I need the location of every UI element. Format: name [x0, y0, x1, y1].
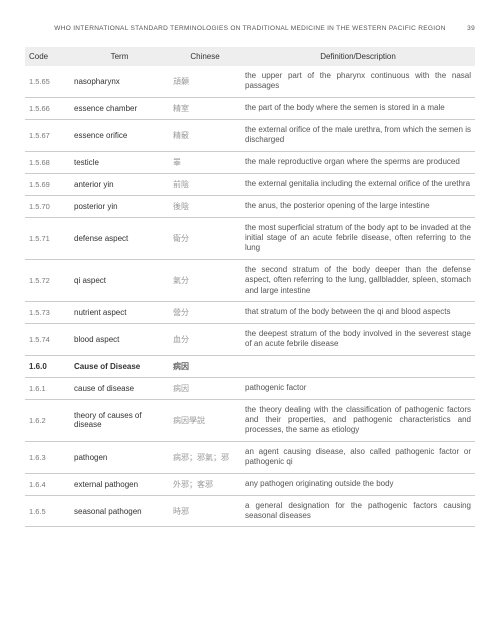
cell-term: blood aspect: [70, 323, 169, 355]
table-row: 1.5.68testicle睪the male reproductive org…: [25, 151, 475, 173]
cell-chinese: 氣分: [169, 259, 241, 301]
page-number: 39: [467, 25, 475, 32]
cell-definition: the second stratum of the body deeper th…: [241, 259, 475, 301]
cell-definition: [241, 355, 475, 377]
table-row: 1.5.69anterior yin前陰the external genital…: [25, 173, 475, 195]
cell-term: essence chamber: [70, 97, 169, 119]
cell-code: 1.5.69: [25, 173, 70, 195]
cell-term: cause of disease: [70, 377, 169, 399]
col-code: Code: [25, 47, 70, 66]
cell-term: nasopharynx: [70, 66, 169, 97]
cell-definition: the anus, the posterior opening of the l…: [241, 195, 475, 217]
table-row: 1.5.72qi aspect氣分the second stratum of t…: [25, 259, 475, 301]
cell-code: 1.6.3: [25, 441, 70, 473]
cell-definition: the deepest stratum of the body involved…: [241, 323, 475, 355]
cell-chinese: 營分: [169, 301, 241, 323]
cell-code: 1.5.74: [25, 323, 70, 355]
cell-definition: any pathogen originating outside the bod…: [241, 473, 475, 495]
cell-chinese: 病因: [169, 377, 241, 399]
cell-definition: the external orifice of the male urethra…: [241, 119, 475, 151]
col-chinese: Chinese: [169, 47, 241, 66]
table-row: 1.6.2theory of causes of disease病因學說the …: [25, 399, 475, 441]
cell-chinese: 頏顙: [169, 66, 241, 97]
cell-chinese: 病因: [169, 355, 241, 377]
table-row: 1.6.4external pathogen外邪；客邪any pathogen …: [25, 473, 475, 495]
table-row: 1.6.1cause of disease病因pathogenic factor: [25, 377, 475, 399]
cell-chinese: 精竅: [169, 119, 241, 151]
cell-code: 1.5.67: [25, 119, 70, 151]
table-row: 1.5.73nutrient aspect營分that stratum of t…: [25, 301, 475, 323]
cell-chinese: 時邪: [169, 495, 241, 527]
table-row: 1.5.66essence chamber精室the part of the b…: [25, 97, 475, 119]
cell-term: essence orifice: [70, 119, 169, 151]
cell-chinese: 血分: [169, 323, 241, 355]
table-row: 1.6.3pathogen病邪；邪氣；邪an agent causing dis…: [25, 441, 475, 473]
cell-term: nutrient aspect: [70, 301, 169, 323]
cell-definition: that stratum of the body between the qi …: [241, 301, 475, 323]
cell-chinese: 病邪；邪氣；邪: [169, 441, 241, 473]
header-title: WHO INTERNATIONAL STANDARD TERMINOLOGIES…: [54, 25, 445, 32]
cell-code: 1.6.2: [25, 399, 70, 441]
cell-term: anterior yin: [70, 173, 169, 195]
cell-chinese: 病因學說: [169, 399, 241, 441]
cell-chinese: 前陰: [169, 173, 241, 195]
cell-code: 1.6.4: [25, 473, 70, 495]
cell-code: 1.5.70: [25, 195, 70, 217]
cell-definition: the external genitalia including the ext…: [241, 173, 475, 195]
cell-chinese: 睪: [169, 151, 241, 173]
cell-term: posterior yin: [70, 195, 169, 217]
table-row: 1.5.71defense aspect衛分the most superfici…: [25, 217, 475, 259]
cell-chinese: 精室: [169, 97, 241, 119]
cell-term: seasonal pathogen: [70, 495, 169, 527]
cell-definition: a general designation for the pathogenic…: [241, 495, 475, 527]
cell-code: 1.6.0: [25, 355, 70, 377]
table-row: 1.6.0Cause of Disease病因: [25, 355, 475, 377]
terminology-table: Code Term Chinese Definition/Description…: [25, 47, 475, 527]
cell-code: 1.5.71: [25, 217, 70, 259]
cell-code: 1.5.68: [25, 151, 70, 173]
table-row: 1.5.70posterior yin後陰the anus, the poste…: [25, 195, 475, 217]
cell-definition: the most superficial stratum of the body…: [241, 217, 475, 259]
col-definition: Definition/Description: [241, 47, 475, 66]
cell-definition: the theory dealing with the classificati…: [241, 399, 475, 441]
table-row: 1.5.65nasopharynx頏顙the upper part of the…: [25, 66, 475, 97]
cell-code: 1.5.73: [25, 301, 70, 323]
cell-definition: the male reproductive organ where the sp…: [241, 151, 475, 173]
cell-term: pathogen: [70, 441, 169, 473]
cell-definition: the upper part of the pharynx continuous…: [241, 66, 475, 97]
table-row: 1.5.67essence orifice精竅the external orif…: [25, 119, 475, 151]
cell-term: external pathogen: [70, 473, 169, 495]
cell-chinese: 衛分: [169, 217, 241, 259]
cell-code: 1.5.66: [25, 97, 70, 119]
table-header-row: Code Term Chinese Definition/Description: [25, 47, 475, 66]
table-row: 1.6.5seasonal pathogen時邪a general design…: [25, 495, 475, 527]
cell-code: 1.6.5: [25, 495, 70, 527]
cell-chinese: 後陰: [169, 195, 241, 217]
cell-code: 1.5.72: [25, 259, 70, 301]
cell-term: testicle: [70, 151, 169, 173]
page-header: WHO INTERNATIONAL STANDARD TERMINOLOGIES…: [25, 25, 475, 32]
cell-code: 1.5.65: [25, 66, 70, 97]
cell-term: theory of causes of disease: [70, 399, 169, 441]
cell-definition: an agent causing disease, also called pa…: [241, 441, 475, 473]
cell-definition: the part of the body where the semen is …: [241, 97, 475, 119]
table-row: 1.5.74blood aspect血分 the deepest stratum…: [25, 323, 475, 355]
cell-term: defense aspect: [70, 217, 169, 259]
cell-code: 1.6.1: [25, 377, 70, 399]
cell-term: qi aspect: [70, 259, 169, 301]
cell-definition: pathogenic factor: [241, 377, 475, 399]
col-term: Term: [70, 47, 169, 66]
cell-term: Cause of Disease: [70, 355, 169, 377]
cell-chinese: 外邪；客邪: [169, 473, 241, 495]
